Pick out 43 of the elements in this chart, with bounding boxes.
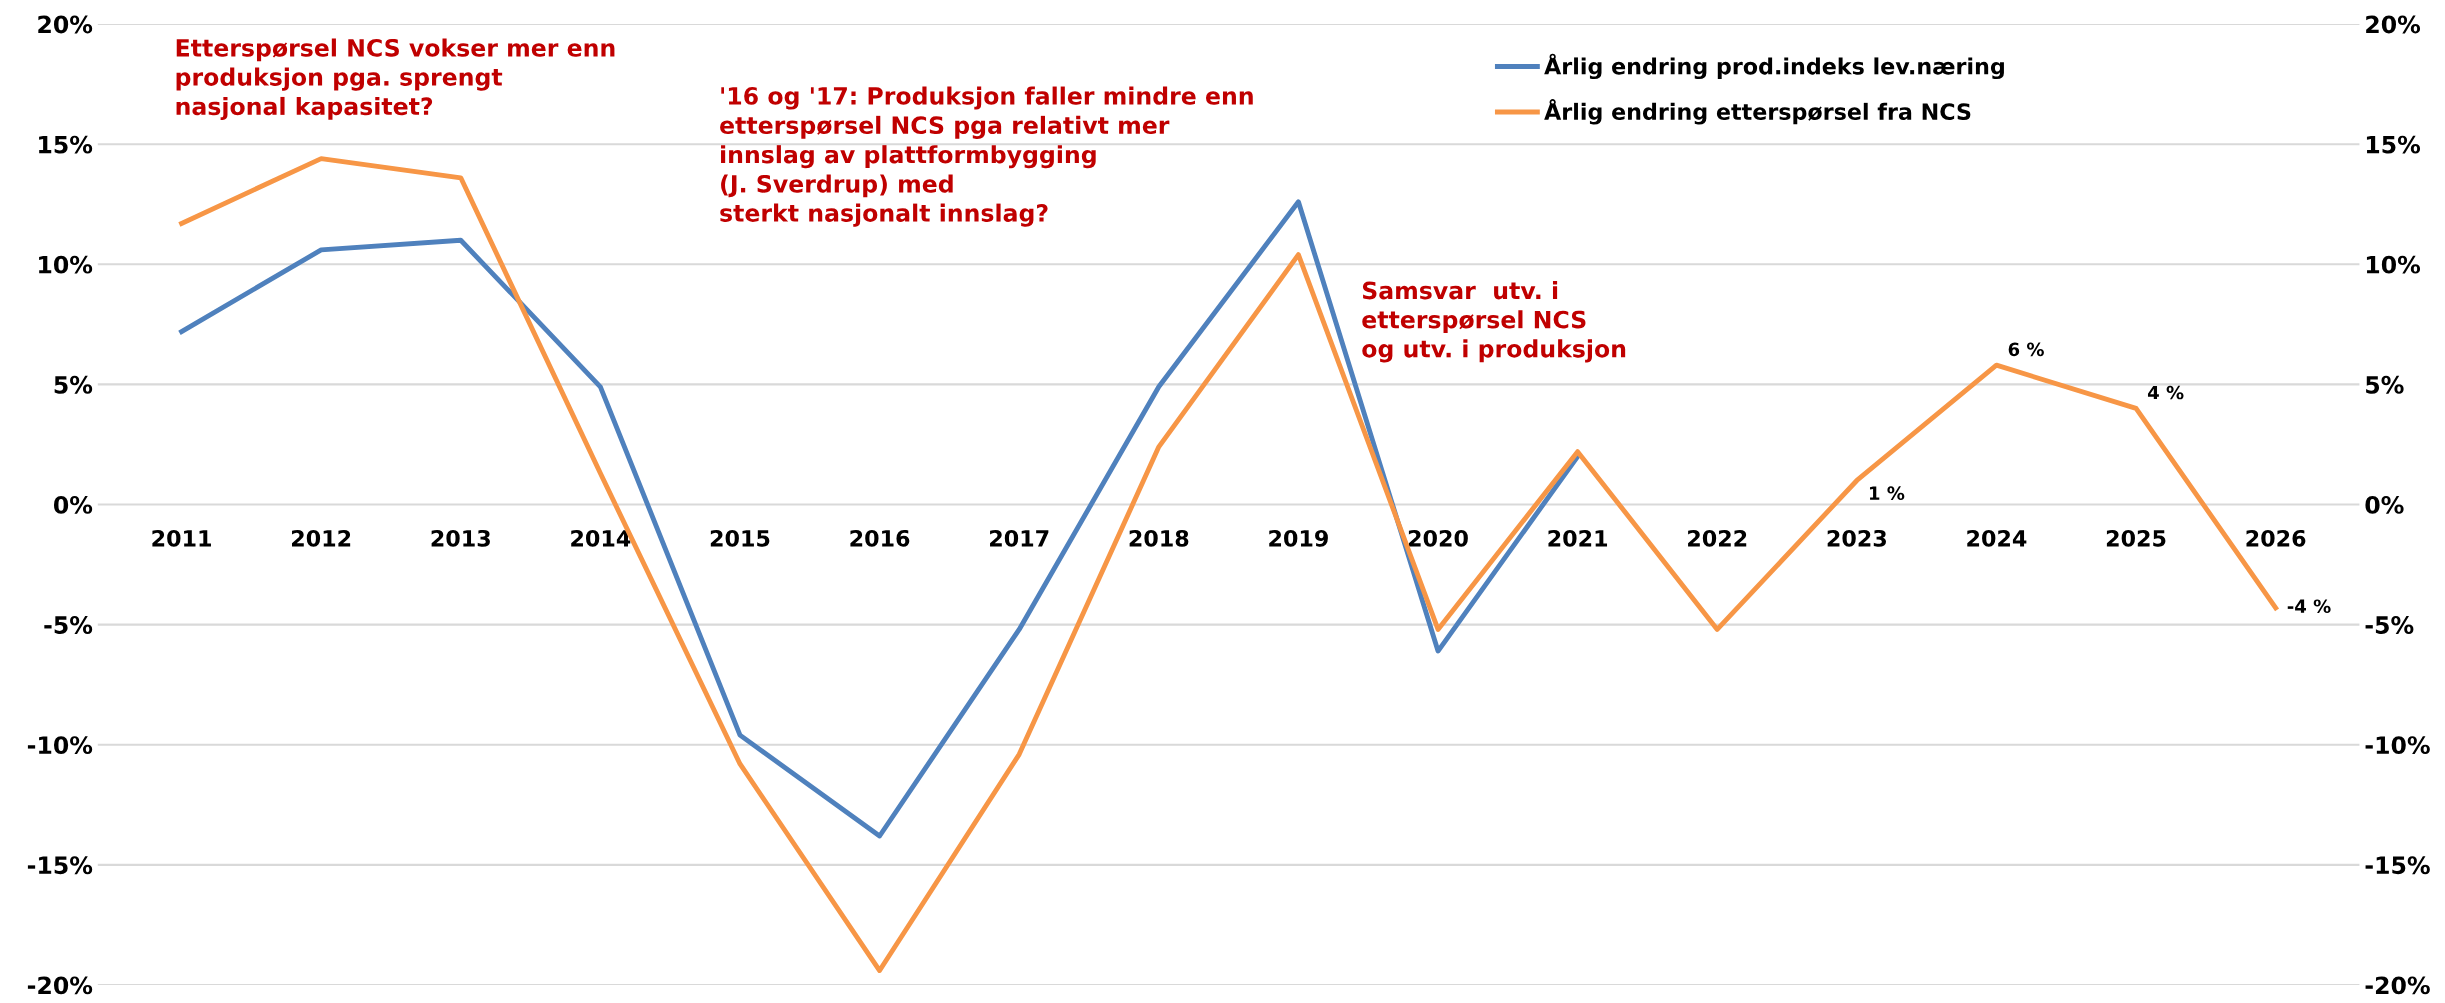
y2-tick-label: 0% [2365,495,2404,514]
x-tick-label: 2022 [1688,529,1747,547]
x-tick-label: 2012 [292,529,351,547]
x-tick-label: 2015 [710,529,770,547]
data-label: 4 % [2147,385,2184,400]
y2-tick-label: -20% [2365,976,2430,995]
x-tick-label: 2023 [1827,529,1886,547]
x-tick-label: 2013 [431,529,490,547]
y-tick-label: -5% [44,616,93,634]
annotation: '16 og '17: Produksjon faller mindre enn etterspørsel NCS pga relativt mer innslag av plattformbygging (J. Sverdrup) med sterkt nasjonalt innslag? [720,86,1253,227]
y2-tick-label: 15% [2366,135,2421,154]
legend-label: Årlig endring prod.indeks lev.næring [1544,53,2004,80]
y2-tick-label: -10% [2365,736,2430,755]
x-tick-label: 2014 [571,529,631,547]
y-tick-label: -15% [27,856,93,875]
x-tick-label: 2016 [850,529,910,547]
x-tick-label: 2021 [1548,529,1608,547]
y-tick-label: 10% [39,255,93,274]
y2-tick-label: 20% [2366,15,2421,34]
y-tick-label: 5% [54,375,93,394]
x-tick-label: 2025 [2106,529,2166,547]
y2-tick-label: 10% [2366,255,2421,274]
data-label: -4 % [2287,599,2331,614]
y-tick-label: -20% [27,976,93,995]
data-label: 6 % [2008,342,2044,357]
x-tick-label: 2011 [152,529,211,547]
data-label: 1 % [1869,486,1905,501]
y-tick-label: -10% [27,736,93,755]
x-tick-label: 2026 [2246,529,2306,547]
y2-tick-label: -5% [2365,616,2414,634]
x-tick-label: 2018 [1129,529,1189,547]
y2-tick-label: 5% [2366,375,2404,394]
annotation: Samsvar utv. i etterspørsel NCS og utv. i produksjon [1362,281,1626,363]
x-tick-label: 2020 [1408,529,1468,547]
annotation: Etterspørsel NCS vokser mer enn produksjon pga. sprengt nasjonal kapasitet? [176,38,615,120]
y-tick-label: 0% [53,495,93,514]
legend-label: Årlig endring etterspørsel fra NCS [1544,99,1971,125]
x-tick-label: 2024 [1967,529,2027,547]
x-tick-label: 2019 [1269,529,1328,547]
y2-tick-label: -15% [2365,856,2430,875]
x-tick-label: 2017 [990,529,1049,547]
y-tick-label: 15% [39,135,93,154]
y-tick-label: 20% [38,15,93,34]
